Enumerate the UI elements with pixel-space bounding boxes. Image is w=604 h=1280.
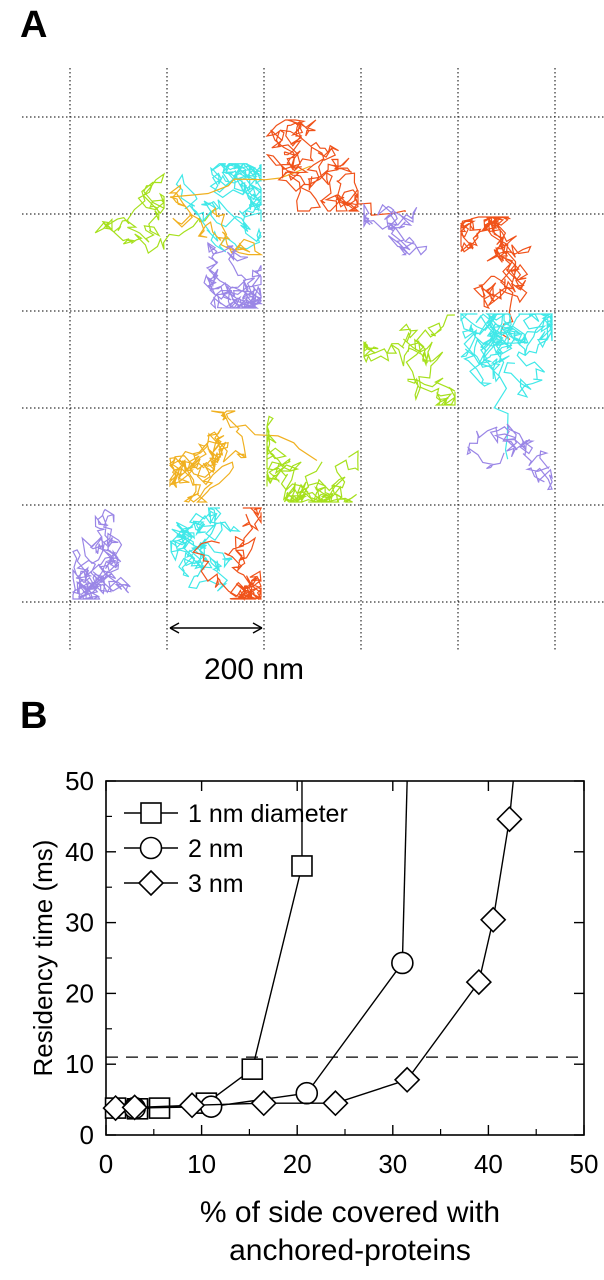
scale-bar: 200 nm: [169, 622, 304, 686]
data-point-diamond: [102, 1094, 129, 1122]
data-point-circle: [199, 1095, 223, 1118]
y-tick-label: 30: [65, 908, 94, 938]
trajectory: [363, 202, 428, 256]
data-point-diamond: [496, 806, 523, 833]
x-tick-label: 50: [570, 1149, 599, 1179]
trajectory: [203, 241, 263, 310]
panel-b-label: B: [20, 695, 48, 737]
y-axis-label: Residency time (ms): [28, 840, 58, 1077]
x-tick-label: 20: [283, 1149, 312, 1179]
y-tick-label: 20: [65, 978, 94, 1008]
trajectory: [168, 165, 311, 256]
legend-label: 2 nm: [188, 835, 244, 863]
series-asymptote: [401, 781, 408, 963]
legend: 1 nm diameter 2 nm 3 nm: [124, 800, 348, 898]
panel-a-label: A: [20, 4, 48, 46]
trajectories: [71, 119, 554, 602]
x-tick-label: 10: [187, 1149, 216, 1179]
trajectory: [175, 162, 263, 253]
trajectory: [168, 410, 318, 503]
compartment-grid: [22, 68, 604, 650]
data-point-circle: [295, 1081, 319, 1105]
scale-bar-label: 200 nm: [204, 653, 304, 686]
trajectory: [459, 216, 532, 341]
x-tick-label: 40: [474, 1149, 503, 1179]
data-point-square: [291, 855, 313, 877]
trajectory: [466, 423, 553, 491]
series-diamond: [102, 781, 523, 1122]
trajectory: [192, 507, 263, 602]
trajectory: [363, 314, 456, 406]
data-point-diamond: [394, 1066, 421, 1093]
data-point-diamond: [322, 1090, 349, 1117]
data-point-diamond: [465, 968, 492, 996]
data-series: [102, 781, 523, 1122]
axis-ticks: [105, 780, 585, 1136]
data-point-diamond: [480, 906, 507, 933]
trajectory: [459, 313, 554, 460]
x-axis-label-line1: % of side covered with: [200, 1196, 500, 1229]
plot-frame: [105, 780, 585, 1136]
y-tick-label: 0: [80, 1120, 94, 1150]
legend-marker-square: [140, 802, 162, 824]
series-line: [115, 865, 303, 1110]
data-point-square: [241, 1058, 264, 1080]
trajectory: [94, 172, 214, 255]
series-line: [134, 962, 403, 1109]
legend-marker-circle: [139, 836, 163, 860]
x-tick-label: 0: [99, 1149, 113, 1179]
trajectory: [265, 119, 406, 216]
trajectory: [71, 508, 131, 600]
data-point-circle: [391, 951, 414, 975]
legend-marker-diamond: [137, 869, 165, 897]
legend-label: 3 nm: [188, 870, 244, 898]
tick-labels: 0 10 20 30 40 50 0 10 20 30 40 50: [65, 766, 598, 1179]
y-tick-label: 40: [65, 837, 94, 867]
series-circle: [123, 781, 414, 1120]
trajectory: [169, 507, 241, 592]
data-point-diamond: [178, 1092, 206, 1119]
y-tick-label: 50: [65, 766, 94, 796]
data-point-diamond: [121, 1094, 148, 1121]
x-tick-label: 30: [378, 1149, 407, 1179]
data-point-diamond: [250, 1090, 277, 1117]
series-square: [104, 781, 313, 1120]
legend-label: 1 nm diameter: [188, 800, 348, 828]
trajectory: [266, 415, 359, 503]
residency-chart: 0 10 20 30 40 50 0 10 20 30 40 50 1 nm diameter 2 nm…: [28, 766, 598, 1267]
y-tick-label: 10: [65, 1049, 94, 1079]
x-axis-label-line2: anchored-proteins: [229, 1234, 471, 1267]
trajectory-panel: 200 nm: [22, 68, 604, 686]
